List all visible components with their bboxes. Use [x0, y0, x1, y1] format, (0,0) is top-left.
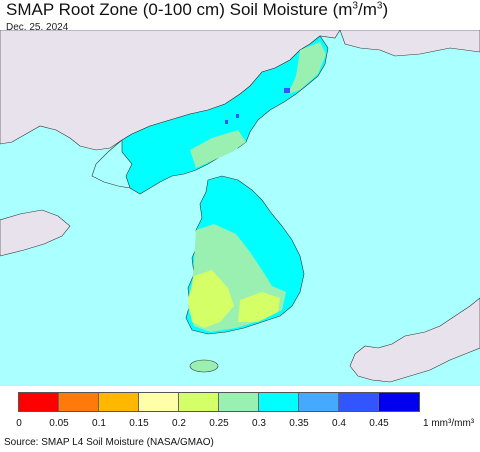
japan-land [349, 297, 480, 383]
title-sup-2: 3 [376, 0, 383, 12]
sk-southwest-dry [188, 270, 234, 328]
legend-swatch-2 [99, 393, 139, 411]
legend-tick: 0.05 [49, 418, 69, 429]
china-coast [91, 139, 131, 189]
legend-swatch-3 [139, 393, 179, 411]
russia-land [339, 30, 480, 57]
map-date: Dec. 25, 2024 [6, 22, 69, 33]
legend-swatch-7 [299, 393, 339, 411]
wet-spot-3 [225, 120, 228, 124]
shandong-land [0, 209, 71, 257]
wet-spot-1 [284, 88, 290, 93]
nk-central-moist [190, 130, 246, 168]
legend-tick: 0 [16, 418, 22, 429]
north-korea [121, 35, 329, 195]
legend-colorbar [18, 392, 420, 412]
title-sup-1: 3 [352, 0, 358, 12]
legend-tick: 0.2 [172, 418, 186, 429]
legend-swatch-0 [19, 393, 59, 411]
legend-swatch-9 [379, 393, 419, 411]
legend-swatch-8 [339, 393, 379, 411]
legend-tick: 0.35 [289, 418, 309, 429]
jeju-island [189, 359, 219, 373]
source-credit: Source: SMAP L4 Soil Moisture (NASA/GMAO… [4, 437, 214, 448]
soil-moisture-map [0, 30, 480, 386]
legend-tick: 0.25 [209, 418, 229, 429]
nk-northeast-moist [288, 42, 326, 94]
title-mid: /m [357, 0, 377, 19]
title-suffix: ) [382, 0, 389, 19]
sk-southeast-dry [238, 292, 280, 322]
legend-tick: 0.45 [369, 418, 389, 429]
wet-spot-2 [236, 114, 239, 118]
legend-swatch-1 [59, 393, 99, 411]
legend-tick: 0.4 [332, 418, 346, 429]
title-prefix: SMAP Root Zone (0-100 cm) Soil Moisture … [6, 0, 353, 19]
map-title: SMAP Root Zone (0-100 cm) Soil Moisture … [6, 0, 388, 20]
legend-swatch-6 [259, 393, 299, 411]
legend-tick: 0.15 [129, 418, 149, 429]
legend-unit: 1 mm³/mm³ [423, 418, 475, 429]
legend-tick: 0.3 [252, 418, 266, 429]
legend-swatch-4 [179, 393, 219, 411]
legend-swatch-5 [219, 393, 259, 411]
legend-tick: 0.1 [92, 418, 106, 429]
